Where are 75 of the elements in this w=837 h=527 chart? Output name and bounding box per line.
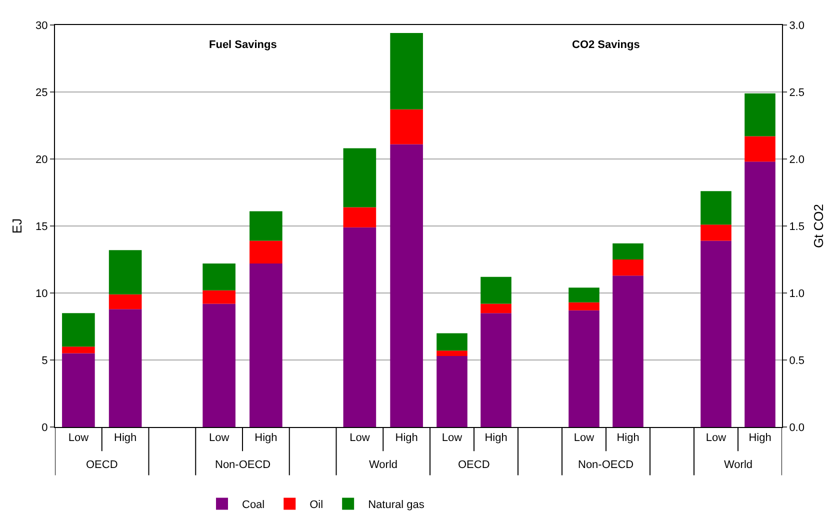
x-tick-label: Low	[350, 432, 370, 444]
bar	[436, 356, 468, 427]
text: Fuel Savings	[209, 39, 277, 51]
bar	[108, 309, 142, 427]
text: OECD	[458, 459, 490, 471]
bar	[568, 302, 600, 310]
bar	[343, 148, 376, 208]
x-tick-label: Low	[68, 432, 89, 444]
bar	[480, 313, 512, 427]
text: CO2 Savings	[572, 39, 640, 51]
bar	[108, 250, 142, 294]
x-tick-label: Low	[208, 432, 230, 444]
x-tick-label: High	[748, 432, 772, 444]
y2-tick-label: 1.0	[789, 288, 804, 300]
bar	[343, 227, 376, 427]
bar	[343, 207, 376, 228]
x-tick-label: High	[254, 432, 278, 444]
y2-tick-label: 0.0	[789, 422, 804, 434]
legend-label: Natural gas	[368, 499, 425, 512]
bar	[108, 294, 142, 310]
y-tick-label: 0	[42, 422, 48, 434]
text: World	[369, 459, 398, 471]
y-tick-label: 15	[36, 220, 48, 233]
bar	[62, 353, 95, 427]
bar	[700, 240, 732, 427]
y2-tick-label: 3.0	[789, 20, 804, 32]
x-tick-label: High	[616, 432, 640, 444]
y-axis-title: EJ	[10, 218, 24, 234]
bar	[744, 162, 776, 427]
bar	[62, 346, 95, 354]
legend-label: Coal	[242, 499, 265, 512]
bar	[202, 304, 236, 427]
y2-tick-label: 0.5	[789, 354, 804, 367]
bar	[436, 333, 468, 351]
bar	[612, 243, 644, 260]
text: World	[724, 459, 753, 471]
y-tick-label: 10	[36, 288, 48, 300]
bar	[700, 191, 732, 225]
y2-axis-title: Gt CO2	[811, 204, 826, 248]
bar	[568, 310, 600, 427]
x-tick-label: High	[484, 432, 508, 444]
x-tick-label: High	[395, 432, 418, 444]
x-tick-label: Low	[442, 432, 462, 444]
bar	[390, 144, 423, 427]
x-tick-label: Low	[574, 432, 594, 444]
bar	[744, 93, 776, 136]
y-tick-label: 20	[36, 154, 48, 166]
x-tick-label: High	[114, 432, 137, 444]
bar	[250, 240, 282, 264]
y2-tick-label: 2.0	[789, 154, 804, 166]
bar	[480, 276, 512, 304]
y-tick-label: 30	[36, 20, 48, 32]
bar	[612, 260, 644, 276]
bar	[250, 264, 282, 427]
bar	[250, 211, 282, 241]
y2-tick-label: 1.5	[789, 220, 804, 233]
text: OECD	[86, 459, 118, 471]
bar	[744, 136, 776, 162]
bar	[568, 288, 600, 302]
bar	[480, 304, 512, 314]
legend-label: Oil	[310, 499, 324, 512]
bar	[202, 290, 236, 304]
bar	[202, 264, 236, 290]
y-tick-label: 25	[36, 86, 48, 99]
bar	[390, 33, 423, 110]
y-tick-label: 5	[42, 354, 48, 367]
x-tick-label: Low	[706, 432, 726, 444]
bar	[612, 276, 644, 427]
text: Non-OECD	[215, 459, 271, 471]
bar	[436, 350, 468, 356]
y2-tick-label: 2.5	[789, 86, 804, 99]
bar	[700, 224, 732, 241]
bar	[62, 313, 95, 347]
text: Non-OECD	[578, 459, 634, 471]
bar	[390, 109, 423, 144]
